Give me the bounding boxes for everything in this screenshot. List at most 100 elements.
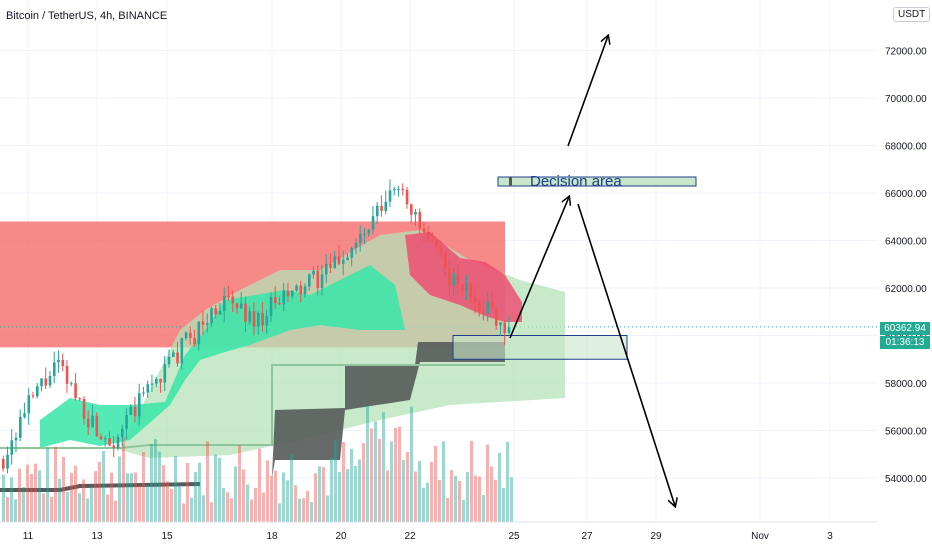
volume-bar xyxy=(238,444,241,522)
volume-bar xyxy=(10,477,13,522)
volume-bar xyxy=(458,480,461,522)
candle-body xyxy=(461,284,464,291)
candle-body xyxy=(257,312,260,327)
candle-body xyxy=(376,205,379,217)
volume-bar xyxy=(58,478,61,522)
x-tick-label: 29 xyxy=(650,531,662,542)
currency-selector[interactable]: USDT xyxy=(893,7,931,22)
candle-body xyxy=(380,205,383,211)
volume-bar xyxy=(350,448,353,522)
y-tick-label: 54000.00 xyxy=(885,474,927,485)
candle-body xyxy=(299,285,303,295)
candle-body xyxy=(503,322,507,334)
volume-bar xyxy=(194,472,197,522)
candle-body xyxy=(418,211,422,229)
volume-bar xyxy=(370,428,373,522)
candle-body xyxy=(291,290,294,297)
candle-body xyxy=(240,303,243,309)
volume-bar xyxy=(30,474,33,522)
volume-bar xyxy=(158,451,161,522)
candle-body xyxy=(308,274,311,287)
candle-body xyxy=(405,189,409,205)
candle-body xyxy=(227,296,230,298)
volume-bar xyxy=(134,472,137,522)
volume-bar xyxy=(306,490,309,522)
volume-bar xyxy=(342,441,345,522)
candle-body xyxy=(2,459,5,469)
baseline-band xyxy=(0,482,201,492)
y-tick-label: 58000.00 xyxy=(885,379,927,390)
volume-bar xyxy=(346,469,349,522)
last-price-tag: 60362.94 xyxy=(880,322,930,335)
decision-area-marker xyxy=(509,177,512,186)
candle-body xyxy=(108,438,111,446)
candle-body xyxy=(265,316,269,326)
candle-body xyxy=(252,311,256,327)
volume-bar xyxy=(90,487,93,522)
candle-body xyxy=(320,274,324,289)
volume-bar xyxy=(282,472,285,522)
candle-body xyxy=(393,188,396,191)
volume-bar xyxy=(470,440,473,522)
candle-body xyxy=(507,327,511,334)
volume-bar xyxy=(478,476,481,522)
volume-bar xyxy=(26,464,29,522)
candle-body xyxy=(155,378,158,384)
x-tick-label: 18 xyxy=(266,531,278,542)
volume-bar xyxy=(214,454,217,522)
volume-bar xyxy=(182,503,185,522)
y-tick-label: 70000.00 xyxy=(885,94,927,105)
candle-body xyxy=(95,415,99,437)
arrow-up-to-decision xyxy=(509,197,569,339)
volume-bar xyxy=(122,437,125,522)
volume-bar xyxy=(330,457,333,522)
volume-bar xyxy=(190,497,193,522)
candle-body xyxy=(482,310,485,314)
volume-bar xyxy=(118,456,121,522)
volume-bar xyxy=(270,475,273,522)
volume-bar xyxy=(222,487,225,522)
candle-body xyxy=(473,297,477,303)
volume-bar xyxy=(230,498,233,522)
candle-body xyxy=(354,243,358,248)
volume-bar xyxy=(266,460,269,522)
volume-bar xyxy=(462,499,465,522)
candle-body xyxy=(61,360,65,366)
candle-body xyxy=(31,395,35,397)
volume-bar xyxy=(66,492,69,522)
arrow-up-breakout xyxy=(567,36,608,147)
volume-bar xyxy=(294,485,297,522)
volume-bar xyxy=(178,485,181,522)
volume-bar xyxy=(34,463,37,522)
candle-body xyxy=(44,378,48,386)
candle-body xyxy=(65,365,69,384)
candle-body xyxy=(359,234,362,244)
volume-bar xyxy=(318,466,321,522)
volume-bar xyxy=(94,471,97,522)
volume-bar xyxy=(74,465,77,522)
volume-bar xyxy=(78,493,81,522)
candle-body xyxy=(116,436,120,449)
candle-body xyxy=(495,308,498,326)
candle-body xyxy=(82,398,86,419)
candle-body xyxy=(78,398,82,400)
volume-bar xyxy=(490,466,493,522)
candle-body xyxy=(439,247,443,253)
candle-body xyxy=(210,308,213,324)
candle-body xyxy=(53,362,56,376)
volume-bar xyxy=(322,467,325,522)
candle-body xyxy=(456,273,460,285)
volume-bar xyxy=(486,444,489,522)
volume-bar xyxy=(390,441,393,522)
volume-bar xyxy=(402,459,405,522)
decision-area-label: Decision area xyxy=(530,173,622,190)
volume-bar xyxy=(374,421,377,522)
volume-bar xyxy=(382,412,385,522)
candle-body xyxy=(91,415,94,428)
candle-body xyxy=(371,216,375,230)
candle-body xyxy=(469,283,473,298)
volume-bar xyxy=(482,495,485,522)
candle-body xyxy=(206,323,209,325)
candle-body xyxy=(167,356,171,365)
volume-bar xyxy=(198,462,201,522)
